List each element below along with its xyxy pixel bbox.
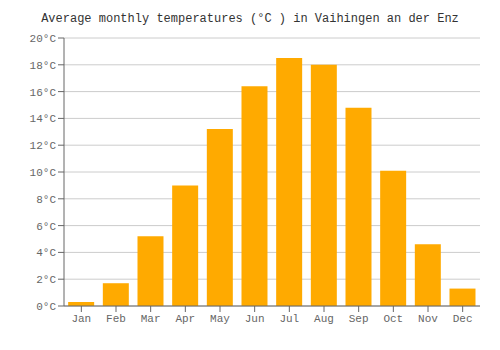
svg-text:10°C: 10°C — [30, 167, 57, 179]
svg-text:Sep: Sep — [349, 313, 369, 325]
svg-text:8°C: 8°C — [36, 194, 56, 206]
svg-text:16°C: 16°C — [30, 87, 57, 99]
svg-text:20°C: 20°C — [30, 33, 57, 45]
svg-text:0°C: 0°C — [36, 301, 56, 313]
svg-text:Mar: Mar — [141, 313, 161, 325]
svg-text:12°C: 12°C — [30, 140, 57, 152]
svg-text:Oct: Oct — [383, 313, 403, 325]
svg-text:Jun: Jun — [245, 313, 265, 325]
svg-text:6°C: 6°C — [36, 221, 56, 233]
svg-text:Feb: Feb — [106, 313, 126, 325]
svg-text:18°C: 18°C — [30, 60, 57, 72]
svg-text:4°C: 4°C — [36, 247, 56, 259]
html-text:Average monthly temperatures (: Average monthly temperatures (°C ) in Va… — [41, 12, 459, 26]
svg-text:Apr: Apr — [175, 313, 195, 325]
svg-text:Jul: Jul — [279, 313, 299, 325]
svg-text:14°C: 14°C — [30, 113, 57, 125]
svg-text:Jan: Jan — [71, 313, 91, 325]
svg-text:Dec: Dec — [453, 313, 473, 325]
svg-text:May: May — [210, 313, 230, 325]
svg-text:2°C: 2°C — [36, 274, 56, 286]
svg-text:Aug: Aug — [314, 313, 334, 325]
svg-text:Nov: Nov — [418, 313, 438, 325]
